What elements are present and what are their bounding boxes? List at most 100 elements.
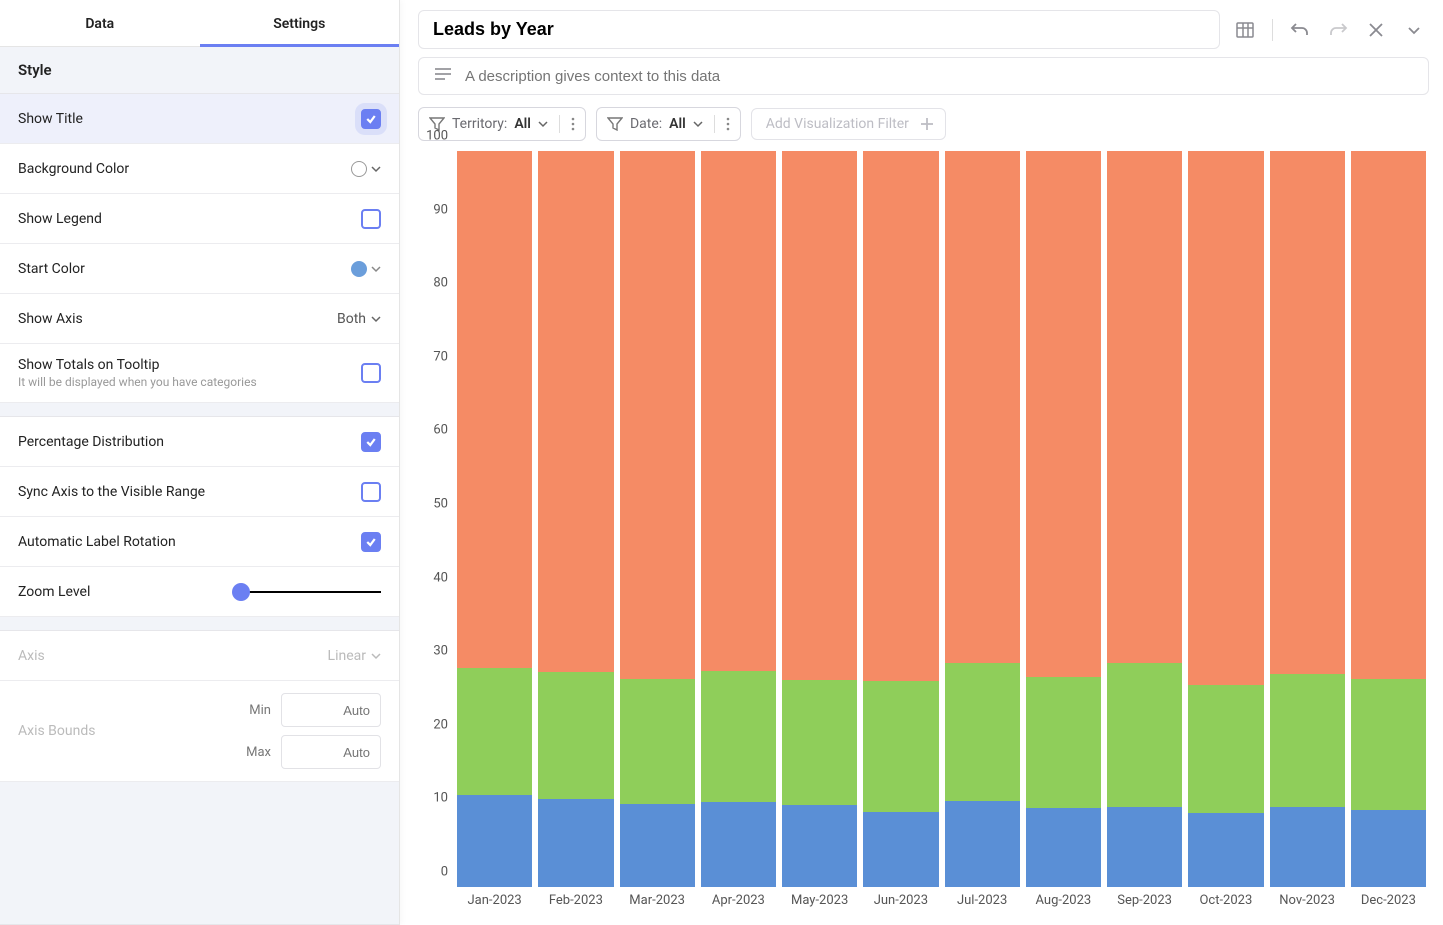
filter-territory-name: Territory: — [452, 116, 507, 132]
bar-column[interactable] — [1267, 151, 1348, 887]
bar-segment — [782, 680, 857, 804]
bg-color-swatch — [351, 161, 367, 177]
bar-segment — [945, 151, 1020, 663]
checkbox-show-totals[interactable] — [361, 363, 381, 383]
row-show-totals: Show Totals on Tooltip It will be displa… — [0, 344, 399, 403]
bar-segment — [457, 151, 532, 668]
bar-column[interactable] — [698, 151, 779, 887]
checkbox-show-legend[interactable] — [361, 209, 381, 229]
label-background-color: Background Color — [18, 161, 129, 177]
checkbox-pct-dist[interactable] — [361, 432, 381, 452]
x-axis: Jan-2023Feb-2023Mar-2023Apr-2023May-2023… — [418, 887, 1429, 917]
bar-segment — [1107, 151, 1182, 663]
row-show-title: Show Title — [0, 94, 399, 144]
title-row — [418, 10, 1429, 49]
y-axis: 0102030405060708090100 — [418, 151, 454, 887]
x-label: Sep-2023 — [1104, 887, 1185, 917]
plus-icon — [919, 116, 935, 132]
table-view-icon[interactable] — [1234, 19, 1256, 41]
checkbox-auto-rotate[interactable] — [361, 532, 381, 552]
chevron-down-icon — [371, 164, 381, 174]
input-max[interactable] — [281, 735, 381, 769]
y-tick: 60 — [433, 423, 448, 438]
row-start-color: Start Color — [0, 244, 399, 294]
bar-column[interactable] — [1185, 151, 1266, 887]
label-axis-bounds: Axis Bounds — [18, 723, 95, 739]
add-filter-label: Add Visualization Filter — [766, 116, 909, 132]
close-icon[interactable] — [1365, 19, 1387, 41]
row-axis-scale: Axis Linear — [0, 631, 399, 681]
label-zoom: Zoom Level — [18, 584, 90, 600]
x-label: Feb-2023 — [535, 887, 616, 917]
redo-icon — [1327, 19, 1349, 41]
description-input[interactable] — [465, 68, 1414, 85]
checkbox-show-title[interactable] — [361, 109, 381, 129]
label-pct-dist: Percentage Distribution — [18, 434, 164, 450]
checkbox-sync-axis[interactable] — [361, 482, 381, 502]
chevron-down-icon — [371, 264, 381, 274]
x-label: Nov-2023 — [1267, 887, 1348, 917]
bar-segment — [701, 671, 776, 801]
start-color-picker[interactable] — [351, 261, 381, 277]
chevron-down-icon[interactable] — [1403, 19, 1425, 41]
x-label: Jun-2023 — [860, 887, 941, 917]
chevron-down-icon — [371, 651, 381, 661]
chevron-down-icon — [538, 119, 548, 129]
tab-settings[interactable]: Settings — [200, 0, 400, 46]
bar-column[interactable] — [1023, 151, 1104, 887]
bar-column[interactable] — [454, 151, 535, 887]
bar-column[interactable] — [1104, 151, 1185, 887]
bar-segment — [620, 151, 695, 679]
sidebar-tabs: Data Settings — [0, 0, 399, 47]
bar-segment — [945, 801, 1020, 887]
add-filter-button[interactable]: Add Visualization Filter — [751, 108, 946, 140]
select-axis-scale[interactable]: Linear — [328, 648, 381, 664]
label-start-color: Start Color — [18, 261, 85, 277]
chart-title-input[interactable] — [418, 10, 1220, 49]
filter-icon — [607, 117, 623, 131]
y-tick: 0 — [441, 865, 448, 880]
chevron-down-icon — [693, 119, 703, 129]
bar-segment — [538, 672, 613, 799]
row-show-axis: Show Axis Both — [0, 294, 399, 344]
bar-column[interactable] — [535, 151, 616, 887]
bar-segment — [620, 679, 695, 804]
zoom-slider[interactable] — [241, 591, 381, 593]
row-pct-dist: Percentage Distribution — [0, 417, 399, 467]
bar-segment — [863, 681, 938, 812]
input-min[interactable] — [281, 693, 381, 727]
more-icon[interactable] — [726, 117, 730, 131]
bar-column[interactable] — [1348, 151, 1429, 887]
label-min: Min — [241, 703, 271, 718]
bar-column[interactable] — [860, 151, 941, 887]
divider — [0, 617, 399, 631]
bar-column[interactable] — [779, 151, 860, 887]
more-icon[interactable] — [571, 117, 575, 131]
label-axis-scale: Axis — [18, 648, 45, 664]
filter-date[interactable]: Date: All — [596, 107, 741, 141]
bar-segment — [457, 795, 532, 887]
label-show-axis: Show Axis — [18, 311, 83, 327]
y-tick: 50 — [433, 497, 448, 512]
label-max: Max — [241, 745, 271, 760]
y-tick: 90 — [433, 202, 448, 217]
filter-date-name: Date: — [630, 116, 662, 132]
settings-sidebar: Data Settings Style Show Title Backgroun… — [0, 0, 400, 925]
bar-column[interactable] — [942, 151, 1023, 887]
filter-bar: Territory: All Date: All Add Visualizati… — [418, 107, 1429, 141]
show-axis-value: Both — [337, 311, 366, 327]
select-show-axis[interactable]: Both — [337, 311, 381, 327]
y-tick: 80 — [433, 276, 448, 291]
bar-segment — [782, 805, 857, 887]
main-panel: Territory: All Date: All Add Visualizati… — [400, 0, 1443, 925]
bar-column[interactable] — [617, 151, 698, 887]
row-show-legend: Show Legend — [0, 194, 399, 244]
x-label: Jul-2023 — [942, 887, 1023, 917]
background-color-picker[interactable] — [351, 161, 381, 177]
bar-segment — [1107, 807, 1182, 887]
y-tick: 30 — [433, 644, 448, 659]
tab-data[interactable]: Data — [0, 0, 200, 46]
undo-icon[interactable] — [1289, 19, 1311, 41]
chevron-down-icon — [371, 314, 381, 324]
bar-segment — [1270, 807, 1345, 887]
